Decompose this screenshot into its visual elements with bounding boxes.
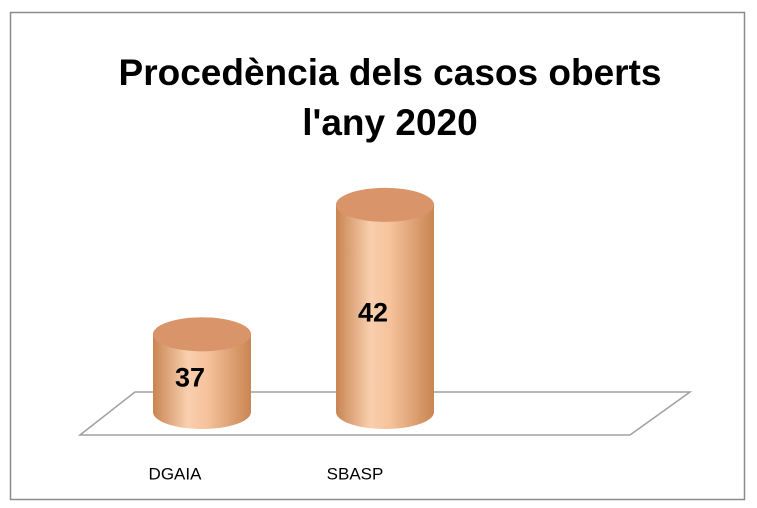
x-tick-label: SBASP <box>327 464 384 483</box>
chart-title: Procedència dels casos oberts <box>119 52 662 93</box>
bar-top <box>336 187 434 222</box>
value-label: 37 <box>175 362 205 392</box>
bar-top <box>153 317 251 352</box>
bar <box>336 187 434 429</box>
x-tick-label: DGAIA <box>149 464 203 483</box>
chart-title: l'any 2020 <box>302 102 477 143</box>
value-label: 42 <box>358 298 388 328</box>
